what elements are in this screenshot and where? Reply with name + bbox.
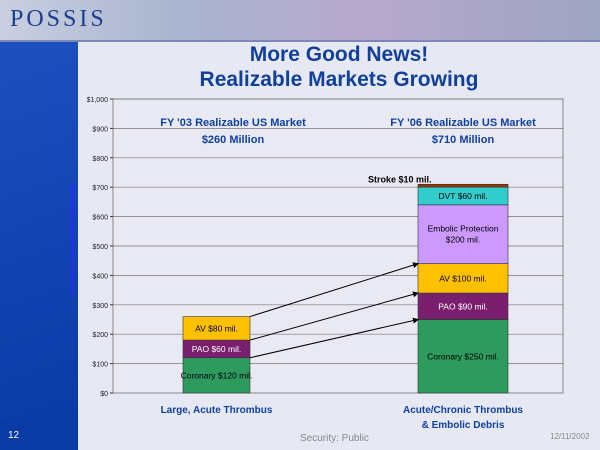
security-label: Security: Public: [300, 433, 369, 444]
market-total: $710 Million: [432, 134, 495, 146]
y-tick-label: $900: [92, 126, 108, 133]
y-tick-label: $100: [92, 362, 108, 369]
segment-label: $200 mil.: [446, 235, 481, 245]
y-tick-label: $0: [100, 391, 108, 398]
bar-segment-av: [182, 316, 251, 341]
slide-title: More Good News! Realizable Markets Growin…: [78, 42, 600, 92]
category-label-line2: & Embolic Debris: [422, 420, 505, 431]
bar-segment-pao: [417, 292, 509, 320]
date: 12/11/2002: [550, 432, 590, 441]
segment-label: Stroke $10 mil.: [368, 174, 432, 184]
page-number: 12: [8, 430, 20, 441]
segment-label: PAO $60 mil.: [192, 344, 241, 354]
y-tick-label: $1,000: [87, 97, 109, 104]
y-tick-label: $800: [92, 156, 108, 163]
side-strip: [0, 42, 78, 422]
y-tick-label: $400: [92, 273, 108, 280]
growth-arrow: [249, 262, 419, 318]
segment-label: PAO $90 mil.: [438, 301, 487, 311]
market-header: FY '06 Realizable US Market: [390, 117, 536, 129]
category-label: Large, Acute Thrombus: [161, 405, 273, 416]
y-tick-label: $200: [92, 332, 108, 339]
title-line-2: Realizable Markets Growing: [199, 68, 479, 91]
segment-label: AV $80 mil.: [195, 323, 238, 333]
footer-bar: [0, 422, 600, 450]
y-tick-label: $300: [92, 303, 108, 310]
y-axis-label: Realizable Opportunity $ Millions: [68, 185, 75, 295]
possis-logo: POSSIS: [10, 6, 107, 32]
segment-label: DVT $60 mil.: [439, 191, 488, 201]
growth-arrow: [249, 317, 419, 359]
market-total: $260 Million: [202, 134, 265, 146]
y-tick-label: $700: [92, 185, 108, 192]
header-banner: POSSIS: [0, 0, 600, 42]
title-line-1: More Good News!: [249, 43, 429, 66]
segment-label: Coronary $120 mil.: [181, 370, 253, 380]
y-tick-label: $500: [92, 244, 108, 251]
market-header: FY '03 Realizable US Market: [160, 117, 306, 129]
category-label: Acute/Chronic Thrombus: [403, 405, 523, 416]
growth-arrow: [249, 291, 419, 341]
segment-label: AV $100 mil.: [439, 273, 487, 283]
bar-segment-stroke: [417, 183, 509, 188]
bar-segment-coronary: [417, 319, 509, 394]
y-tick-label: $600: [92, 215, 108, 222]
bar-segment-av: [417, 263, 509, 294]
segment-label: Coronary $250 mil.: [427, 351, 499, 361]
segment-label: Embolic Protection: [428, 224, 499, 234]
